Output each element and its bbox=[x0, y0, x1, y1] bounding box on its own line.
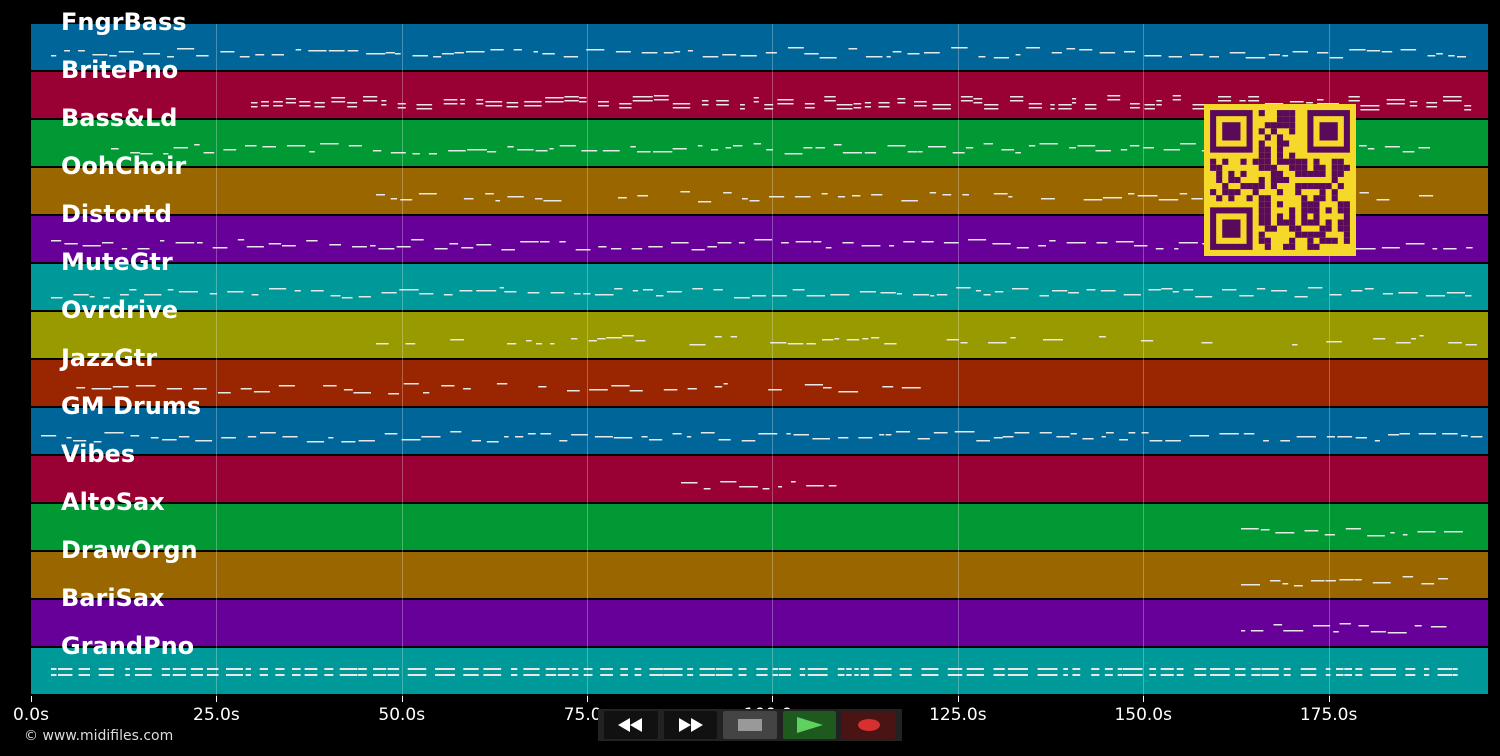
rewind-icon bbox=[617, 718, 642, 732]
track-label: Distortd bbox=[61, 200, 172, 228]
copyright-text: © www.midifiles.com bbox=[24, 728, 174, 744]
stop-icon bbox=[737, 719, 762, 731]
axis-tick bbox=[1328, 696, 1330, 702]
axis-tick bbox=[31, 696, 32, 702]
play-icon bbox=[796, 717, 823, 733]
track-label: AltoSax bbox=[61, 488, 165, 516]
transport-controls bbox=[598, 709, 902, 741]
axis-tick-label: 50.0s bbox=[378, 705, 426, 725]
track-label: OohChoir bbox=[61, 152, 187, 180]
track-row[interactable]: Ovrdrive bbox=[31, 296, 1488, 360]
fast-forward-button[interactable] bbox=[663, 711, 718, 739]
track-label: GrandPno bbox=[61, 632, 195, 660]
track-notes bbox=[681, 481, 837, 490]
track-row[interactable]: DrawOrgn bbox=[31, 536, 1488, 600]
axis-tick-label: 175.0s bbox=[1299, 705, 1358, 725]
axis-tick-label: 25.0s bbox=[193, 705, 240, 725]
track-label: FngrBass bbox=[61, 8, 187, 36]
track-notes bbox=[376, 335, 1477, 346]
track-notes bbox=[1241, 528, 1463, 537]
track-row[interactable]: BariSax bbox=[31, 584, 1488, 648]
track-notes bbox=[51, 668, 1458, 676]
track-notes bbox=[51, 47, 1466, 59]
track-notes bbox=[111, 143, 1430, 155]
track-notes bbox=[41, 431, 1483, 443]
track-row[interactable]: AltoSax bbox=[31, 488, 1488, 552]
stop-button[interactable] bbox=[723, 711, 777, 739]
track-notes bbox=[76, 383, 921, 395]
axis-tick bbox=[587, 696, 589, 702]
axis-tick-label: 0.0s bbox=[13, 705, 49, 725]
record-button[interactable] bbox=[842, 711, 896, 739]
axis-tick bbox=[957, 696, 959, 702]
track-row[interactable]: JazzGtr bbox=[31, 344, 1488, 408]
play-button[interactable] bbox=[782, 711, 837, 739]
axis-tick bbox=[216, 696, 218, 702]
track-row[interactable]: Vibes bbox=[31, 440, 1488, 504]
axis-tick-label: 125.0s bbox=[929, 705, 987, 725]
track-notes bbox=[1241, 576, 1448, 587]
track-notes bbox=[1241, 623, 1447, 634]
record-icon bbox=[858, 719, 881, 731]
axis-tick bbox=[401, 696, 403, 702]
track-label: BariSax bbox=[61, 584, 165, 612]
axis-tick bbox=[772, 696, 774, 702]
track-row[interactable]: FngrBass bbox=[31, 8, 1488, 72]
rewind-button[interactable] bbox=[604, 711, 658, 739]
track-label: MuteGtr bbox=[61, 248, 173, 276]
track-label: JazzGtr bbox=[61, 344, 158, 372]
track-label: Bass&Ld bbox=[61, 104, 178, 132]
track-row[interactable]: MuteGtr bbox=[31, 248, 1488, 312]
axis-tick-label: 150.0s bbox=[1114, 705, 1172, 725]
qr-code bbox=[1204, 104, 1356, 256]
track-label: Ovrdrive bbox=[61, 296, 179, 324]
axis-tick bbox=[1143, 696, 1145, 702]
track-label: BritePno bbox=[61, 56, 179, 84]
fast-forward-icon bbox=[679, 718, 704, 732]
track-label: DrawOrgn bbox=[61, 536, 198, 564]
track-row[interactable]: GM Drums bbox=[31, 392, 1488, 456]
track-label: GM Drums bbox=[61, 392, 202, 420]
track-row[interactable]: GrandPno bbox=[31, 632, 1488, 696]
track-label: Vibes bbox=[61, 440, 136, 468]
track-notes bbox=[51, 287, 1472, 299]
